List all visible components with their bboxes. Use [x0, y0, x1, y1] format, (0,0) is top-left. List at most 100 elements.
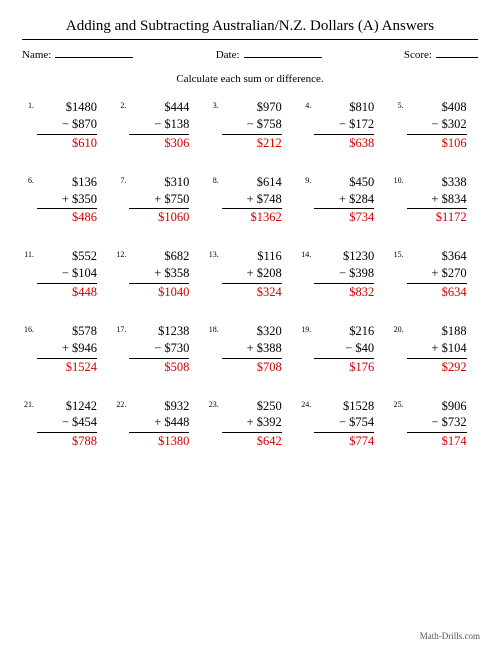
date-field: Date: — [216, 48, 322, 61]
operand-bottom: + $392 — [222, 414, 282, 431]
problem-number: 16. — [22, 323, 34, 334]
answer: $1524 — [37, 359, 97, 376]
problem-number: 13. — [207, 248, 219, 259]
score-label: Score: — [404, 49, 432, 61]
problem-stack: $1480− $870$610 — [37, 99, 97, 152]
name-label: Name: — [22, 49, 51, 61]
answer: $832 — [314, 284, 374, 301]
problem-stack: $450+ $284$734 — [314, 174, 374, 227]
problem-stack: $932+ $448$1380 — [129, 398, 189, 451]
meta-row: Name: Date: Score: — [22, 48, 478, 61]
problem: 12.$682+ $358$1040 — [114, 248, 200, 301]
operand-top: $116 — [222, 248, 282, 265]
operand-top: $932 — [129, 398, 189, 415]
operand-top: $364 — [407, 248, 467, 265]
problem: 9.$450+ $284$734 — [299, 174, 385, 227]
problem-stack: $444− $138$306 — [129, 99, 189, 152]
problem-stack: $970− $758$212 — [222, 99, 282, 152]
problem-number: 19. — [299, 323, 311, 334]
operand-top: $682 — [129, 248, 189, 265]
score-line[interactable] — [436, 48, 478, 58]
problem-number: 21. — [22, 398, 34, 409]
operand-bottom: + $448 — [129, 414, 189, 431]
answer: $486 — [37, 209, 97, 226]
operand-bottom: + $350 — [37, 191, 97, 208]
answer: $174 — [407, 433, 467, 450]
operand-bottom: + $358 — [129, 265, 189, 282]
problem-stack: $578+ $946$1524 — [37, 323, 97, 376]
operand-bottom: − $732 — [407, 414, 467, 431]
operand-bottom: − $870 — [37, 116, 97, 133]
problem-number: 25. — [392, 398, 404, 409]
name-line[interactable] — [55, 48, 133, 58]
operand-bottom: + $750 — [129, 191, 189, 208]
page-title: Adding and Subtracting Australian/N.Z. D… — [22, 18, 478, 35]
operand-top: $250 — [222, 398, 282, 415]
problem-stack: $188+ $104$292 — [407, 323, 467, 376]
operand-top: $338 — [407, 174, 467, 191]
answer: $774 — [314, 433, 374, 450]
operand-top: $1238 — [129, 323, 189, 340]
problem-number: 18. — [207, 323, 219, 334]
score-field: Score: — [404, 48, 478, 61]
answer: $448 — [37, 284, 97, 301]
problem: 6.$136+ $350$486 — [22, 174, 108, 227]
operand-top: $188 — [407, 323, 467, 340]
problem-stack: $1528− $754$774 — [314, 398, 374, 451]
problem-stack: $310+ $750$1060 — [129, 174, 189, 227]
problem-stack: $250+ $392$642 — [222, 398, 282, 451]
problem-stack: $1230− $398$832 — [314, 248, 374, 301]
operand-bottom: + $270 — [407, 265, 467, 282]
problem-stack: $682+ $358$1040 — [129, 248, 189, 301]
problem: 20.$188+ $104$292 — [392, 323, 478, 376]
operand-bottom: + $104 — [407, 340, 467, 357]
problem-number: 10. — [392, 174, 404, 185]
operand-top: $1242 — [37, 398, 97, 415]
problem: 8.$614+ $748$1362 — [207, 174, 293, 227]
problem-number: 8. — [207, 174, 219, 185]
problem: 23.$250+ $392$642 — [207, 398, 293, 451]
problem-number: 12. — [114, 248, 126, 259]
operand-bottom: + $748 — [222, 191, 282, 208]
problem-number: 4. — [299, 99, 311, 110]
operand-top: $310 — [129, 174, 189, 191]
problem: 14.$1230− $398$832 — [299, 248, 385, 301]
answer: $1172 — [407, 209, 467, 226]
operand-top: $136 — [37, 174, 97, 191]
title-rule — [22, 39, 478, 40]
operand-top: $1480 — [37, 99, 97, 116]
problem-number: 11. — [22, 248, 34, 259]
problem: 3.$970− $758$212 — [207, 99, 293, 152]
footer-credit: Math-Drills.com — [420, 631, 480, 641]
problem: 2.$444− $138$306 — [114, 99, 200, 152]
problem-stack: $906− $732 $174 — [407, 398, 467, 451]
answer: $734 — [314, 209, 374, 226]
operand-top: $578 — [37, 323, 97, 340]
operand-bottom: − $730 — [129, 340, 189, 357]
answer: $788 — [37, 433, 97, 450]
problem-stack: $810− $172$638 — [314, 99, 374, 152]
operand-top: $614 — [222, 174, 282, 191]
problem: 16.$578+ $946$1524 — [22, 323, 108, 376]
problem-stack: $1238− $730$508 — [129, 323, 189, 376]
problem-stack: $216− $40$176 — [314, 323, 374, 376]
problem: 13.$116+ $208$324 — [207, 248, 293, 301]
problem-number: 7. — [114, 174, 126, 185]
problem-number: 14. — [299, 248, 311, 259]
problem-number: 17. — [114, 323, 126, 334]
name-field: Name: — [22, 48, 133, 61]
worksheet-page: Adding and Subtracting Australian/N.Z. D… — [0, 0, 500, 458]
operand-top: $408 — [407, 99, 467, 116]
operand-bottom: − $138 — [129, 116, 189, 133]
answer: $176 — [314, 359, 374, 376]
problem-number: 23. — [207, 398, 219, 409]
problem-number: 5. — [392, 99, 404, 110]
date-line[interactable] — [244, 48, 322, 58]
operand-top: $1528 — [314, 398, 374, 415]
problem-grid: 1.$1480− $870$6102.$444− $138$3063.$970−… — [22, 99, 478, 450]
answer: $708 — [222, 359, 282, 376]
operand-top: $906 — [407, 398, 467, 415]
problem-stack: $408− $302$106 — [407, 99, 467, 152]
answer: $324 — [222, 284, 282, 301]
answer: $306 — [129, 135, 189, 152]
